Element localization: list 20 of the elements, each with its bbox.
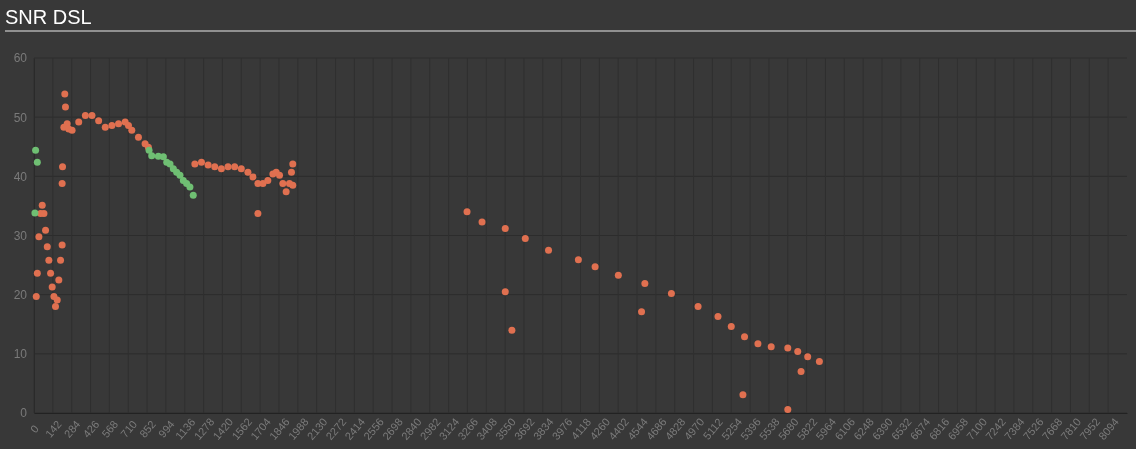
x-tick-label: 994 (155, 418, 177, 440)
x-tick-label: 426 (80, 418, 102, 440)
point (186, 183, 194, 191)
point (33, 158, 41, 166)
y-tick-label: 10 (13, 347, 28, 362)
x-tick-label: 568 (99, 418, 121, 440)
point (159, 153, 167, 161)
y-tick-label: 40 (13, 169, 28, 184)
point (32, 146, 40, 154)
y-tick-label: 20 (13, 288, 28, 303)
point (189, 191, 197, 199)
chart-title: SNR DSL (5, 6, 92, 28)
y-tick-label: 30 (13, 228, 28, 243)
point (148, 152, 156, 160)
y-tick-label: 50 (13, 110, 28, 125)
point (31, 209, 39, 217)
x-tick-label: 142 (42, 418, 64, 440)
x-tick-label: 0 (27, 422, 41, 436)
x-tick-label: 284 (61, 418, 83, 440)
y-tick-label: 60 (13, 51, 28, 66)
